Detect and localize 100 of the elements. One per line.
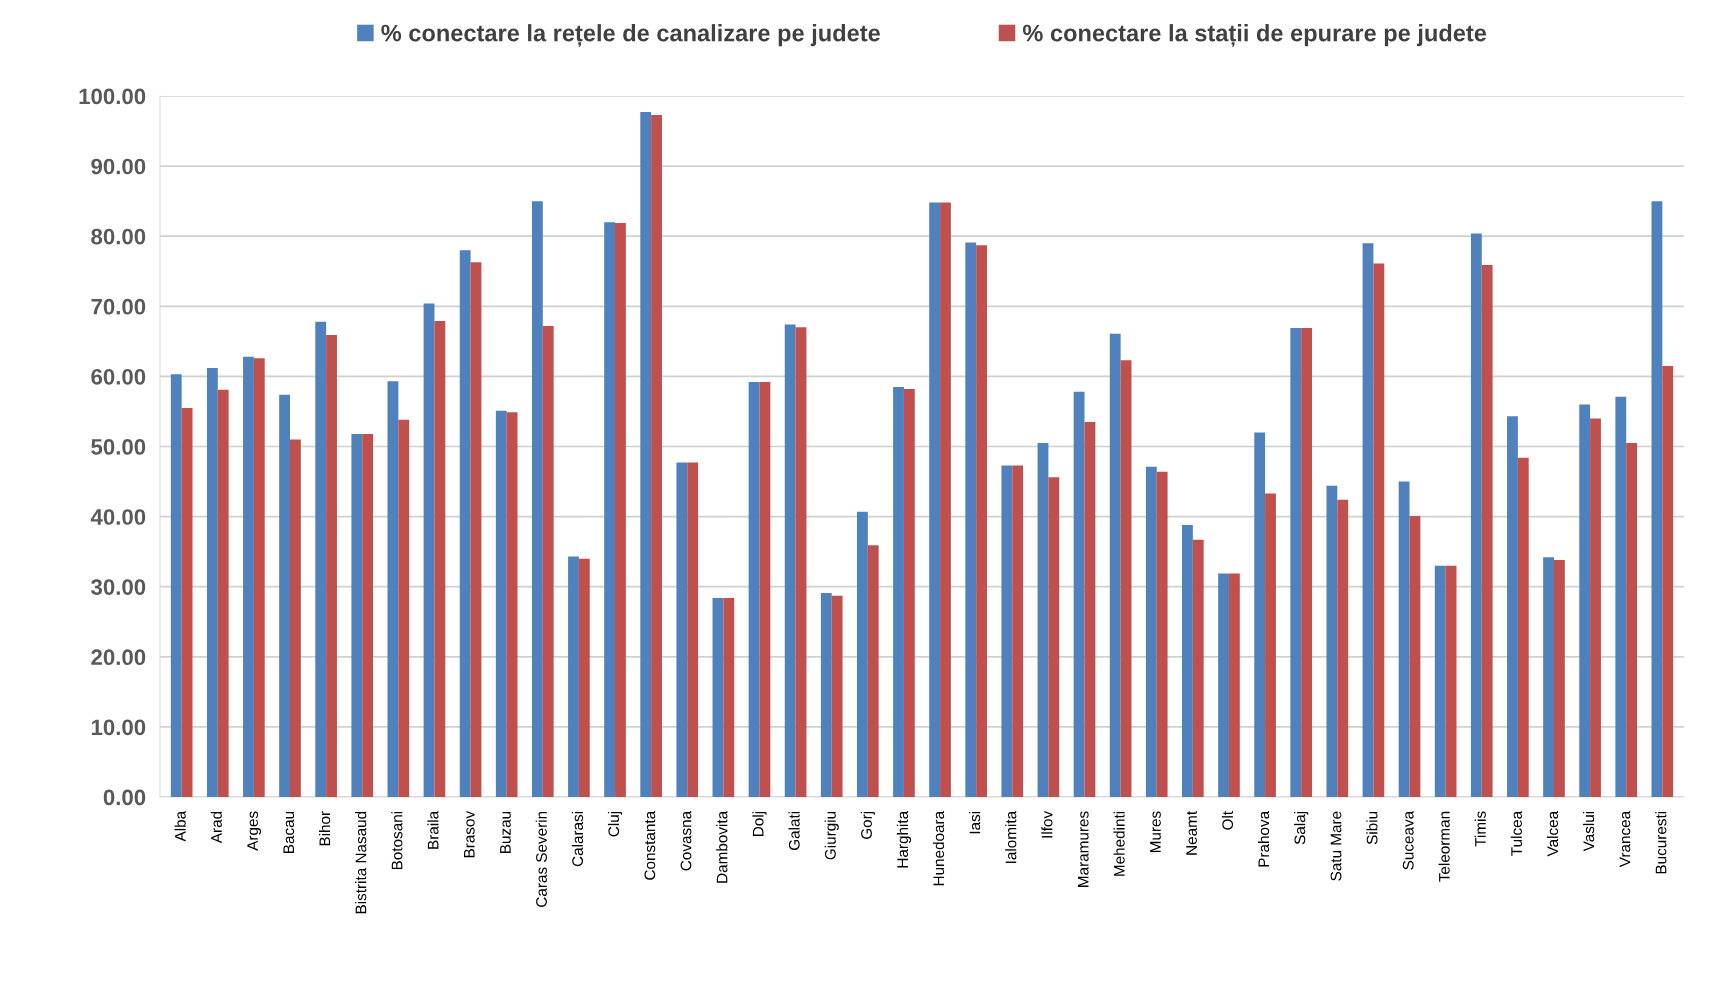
bar — [315, 321, 327, 797]
bar — [398, 419, 410, 797]
bar — [1409, 515, 1421, 797]
bar — [723, 597, 735, 797]
bar — [1156, 471, 1168, 797]
bar — [1481, 264, 1493, 797]
bar — [434, 321, 446, 797]
bar — [976, 245, 987, 797]
bar — [1192, 539, 1204, 797]
bar — [1048, 477, 1060, 797]
bar — [279, 394, 291, 797]
bar — [1228, 573, 1240, 797]
x-tick-label: Mures — [1150, 811, 1161, 853]
bar — [784, 324, 796, 797]
bar — [253, 358, 265, 797]
bar — [893, 386, 904, 797]
x-tick-label: Ilfov — [1041, 810, 1053, 838]
bar — [578, 558, 590, 797]
y-tick-label: 70.00 — [91, 298, 146, 315]
x-tick-label: Buzau — [500, 811, 511, 853]
bar — [676, 462, 688, 797]
x-tick-label: Olt — [1221, 811, 1234, 830]
y-tick-label: 0.00 — [103, 789, 146, 806]
y-tick-label: 80.00 — [91, 228, 146, 245]
bar — [217, 389, 229, 797]
bar — [1037, 443, 1049, 797]
bar — [712, 597, 724, 797]
bar — [531, 201, 543, 797]
bar — [1651, 201, 1663, 797]
x-tick-label: Galati — [788, 811, 800, 851]
x-tick-label: Timis — [1474, 811, 1486, 847]
x-tick-label: Covasna — [680, 810, 692, 871]
x-tick-label: Bihor — [319, 811, 331, 846]
bar — [1301, 328, 1313, 797]
y-tick-label: 30.00 — [91, 579, 146, 595]
bar — [1507, 416, 1518, 797]
bar — [1579, 404, 1591, 797]
x-tick-label: Giurgiu — [824, 811, 839, 860]
bar — [1254, 432, 1266, 797]
legend-label: % conectare la stații de epurare pe judete — [1022, 24, 1487, 47]
bar — [181, 407, 193, 797]
bar — [1517, 457, 1529, 797]
bar — [506, 412, 518, 797]
y-tick-label: 90.00 — [91, 158, 146, 175]
bar — [459, 250, 471, 797]
x-tick-label: Arges — [247, 811, 262, 851]
x-tick-label: Vaslui — [1582, 811, 1595, 852]
bar — [1590, 418, 1601, 797]
x-tick-label: Mehedinti — [1113, 811, 1125, 876]
x-tick-label: Caras Severin — [535, 811, 547, 907]
y-tick-label: 20.00 — [91, 649, 146, 666]
bar — [820, 593, 832, 797]
x-tick-label: Botosani — [391, 811, 403, 870]
bar — [687, 462, 699, 797]
x-tick-label: Hunedoara — [932, 810, 945, 886]
bar — [604, 222, 616, 797]
bar — [1553, 560, 1565, 797]
bar — [795, 327, 807, 797]
bar — [1373, 263, 1385, 797]
x-tick-label: Teleorman — [1438, 811, 1450, 882]
bar — [1445, 565, 1457, 797]
bar — [326, 335, 337, 797]
y-tick-label: 100.00 — [79, 88, 146, 105]
x-tick-label: Bistrita Nasaud — [355, 811, 367, 914]
bar — [1265, 493, 1276, 797]
bar — [759, 382, 771, 797]
bar — [615, 222, 626, 797]
bar — [940, 202, 951, 797]
y-tick-label: 40.00 — [90, 509, 146, 525]
x-tick-label: Harghita — [896, 810, 912, 868]
bar — [290, 439, 301, 797]
bar — [857, 511, 868, 797]
x-tick-label: Dolj — [752, 811, 767, 836]
legend-label: % conectare la rețele de canalizare pe judete — [381, 24, 880, 47]
x-tick-label: Braila — [427, 810, 439, 849]
bar — [1470, 233, 1482, 797]
y-tick-label: 60.00 — [91, 368, 146, 385]
bar — [423, 303, 435, 797]
bar — [1337, 499, 1349, 797]
bar — [1084, 421, 1096, 797]
x-tick-label: Gorj — [860, 811, 875, 839]
bar — [1398, 481, 1410, 797]
bar — [1326, 485, 1338, 797]
bar — [351, 433, 363, 797]
bar — [1434, 565, 1446, 797]
x-tick-label: Valcea — [1546, 810, 1559, 857]
x-tick-label: Arad — [210, 811, 222, 844]
bar — [387, 381, 399, 797]
bar — [748, 382, 760, 797]
y-tick-label: 10.00 — [91, 719, 146, 736]
bar — [1145, 466, 1157, 797]
x-tick-label: Bucuresti — [1655, 811, 1667, 874]
x-tick-label: Tulcea — [1510, 810, 1522, 856]
x-tick-label: Alba — [174, 810, 186, 842]
x-tick-label: Calarasi — [571, 811, 584, 867]
bar — [1012, 465, 1024, 797]
bar — [362, 433, 374, 797]
bar — [903, 389, 915, 797]
bar — [640, 112, 652, 797]
y-tick-label: 50.00 — [91, 439, 146, 455]
